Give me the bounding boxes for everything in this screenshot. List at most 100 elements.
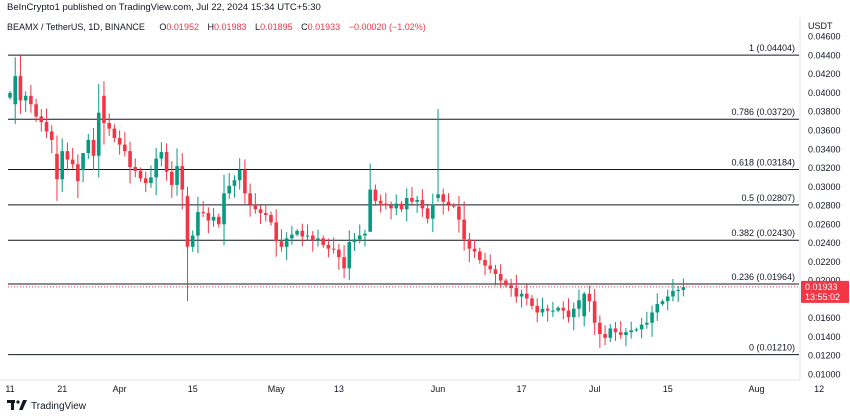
y-tick-label: 0.04600 (808, 32, 841, 42)
candle-down (44, 122, 49, 132)
candle-up (352, 239, 357, 243)
candle-down (55, 153, 59, 180)
candle-up (608, 328, 613, 338)
candle-up (13, 76, 18, 105)
candle-down (123, 144, 127, 152)
candle-up (519, 293, 524, 297)
candle-down (504, 280, 508, 286)
candle-down (342, 257, 346, 269)
candle-up (316, 238, 320, 241)
candle-down (91, 139, 96, 156)
candle-up (650, 312, 654, 323)
candle-up (196, 212, 200, 236)
candle-down (457, 206, 461, 220)
open-value: 0.01952 (166, 22, 199, 32)
candle-up (8, 92, 12, 98)
y-tick-label: 0.04000 (808, 88, 841, 98)
candle-down (170, 171, 174, 185)
candle-up (415, 199, 419, 202)
candle-down (49, 131, 54, 140)
candle-up (577, 300, 581, 309)
fib-level-label: 0.382 (0.02430) (731, 228, 795, 238)
candle-up (149, 177, 153, 184)
candle-down (102, 95, 106, 123)
candle-down (258, 209, 263, 214)
y-tick-label: 0.02400 (808, 238, 841, 248)
candle-up (665, 296, 670, 302)
candle-down (462, 219, 466, 240)
candle-down (399, 203, 404, 210)
high-label: H (207, 22, 214, 32)
candle-up (175, 166, 179, 185)
candle-up (357, 235, 362, 240)
candle-down (509, 285, 513, 289)
candle-up (639, 324, 644, 330)
candle-down (18, 76, 23, 101)
fib-level-label: 0.236 (0.01964) (731, 272, 795, 282)
candle-down (70, 159, 75, 165)
fib-level-label: 0 (0.01210) (749, 343, 795, 353)
candle-down (300, 230, 305, 237)
candle-up (295, 230, 299, 235)
tradingview-brand: TradingView (31, 401, 87, 412)
candle-down (603, 334, 607, 338)
candle-down (524, 293, 529, 299)
y-tick-label: 0.02000 (808, 276, 841, 286)
candle-down (446, 201, 451, 205)
candle-up (159, 152, 164, 159)
candle-up (571, 308, 576, 318)
candle-up (431, 204, 435, 219)
current-price-label: 0.01933 (805, 282, 838, 292)
candle-down (310, 235, 315, 241)
candle-up (81, 153, 85, 170)
symbol-name[interactable]: BEAMX / TetherUS, 1D, BINANCE (7, 22, 145, 32)
candle-up (671, 290, 675, 297)
current-price-badge (801, 280, 849, 303)
candle-down (530, 298, 534, 306)
low-value: 0.01895 (260, 22, 293, 32)
candle-down (483, 259, 487, 266)
y-tick-label: 0.01000 (808, 369, 841, 379)
candle-up (404, 198, 409, 210)
candle-up (190, 235, 195, 247)
candle-up (363, 233, 367, 236)
candle-down (321, 238, 325, 245)
candle-down (76, 164, 80, 182)
candle-down (164, 152, 169, 172)
candle-down (248, 193, 252, 205)
candle-down (488, 265, 493, 270)
open-label: O (159, 22, 167, 32)
y-tick-label: 0.01400 (808, 332, 841, 342)
tradingview-footer[interactable]: TradingView (7, 400, 86, 413)
candle-down (107, 122, 111, 129)
candle-down (425, 208, 430, 219)
low-label: L (255, 22, 261, 32)
high-value: 0.01983 (213, 22, 247, 32)
candle-up (436, 194, 440, 199)
candle-down (253, 204, 258, 210)
y-tick-label: 0.01600 (808, 313, 841, 323)
candle-down (410, 198, 414, 202)
price-change: −0.00020 (−1.02%) (348, 22, 426, 32)
candle-up (211, 216, 216, 221)
y-tick-label: 0.03800 (808, 107, 841, 117)
candle-down (34, 104, 38, 117)
candle-up (540, 308, 545, 313)
y-tick-label: 0.03200 (808, 163, 841, 173)
candle-down (389, 205, 393, 209)
candle-down (467, 239, 472, 249)
candle-up (629, 330, 633, 333)
x-tick-label: 13 (334, 384, 344, 394)
candle-down (29, 95, 33, 105)
candle-up (676, 289, 680, 291)
candle-down (566, 310, 571, 318)
x-tick-label: Jul (589, 384, 601, 394)
candle-down (337, 249, 341, 258)
x-tick-label: 15 (188, 384, 198, 394)
candle-up (394, 203, 399, 209)
candle-down (493, 269, 498, 275)
fib-level-label: 0.618 (0.03184) (731, 158, 795, 168)
candle-down (598, 322, 602, 335)
candle-down (143, 178, 148, 184)
